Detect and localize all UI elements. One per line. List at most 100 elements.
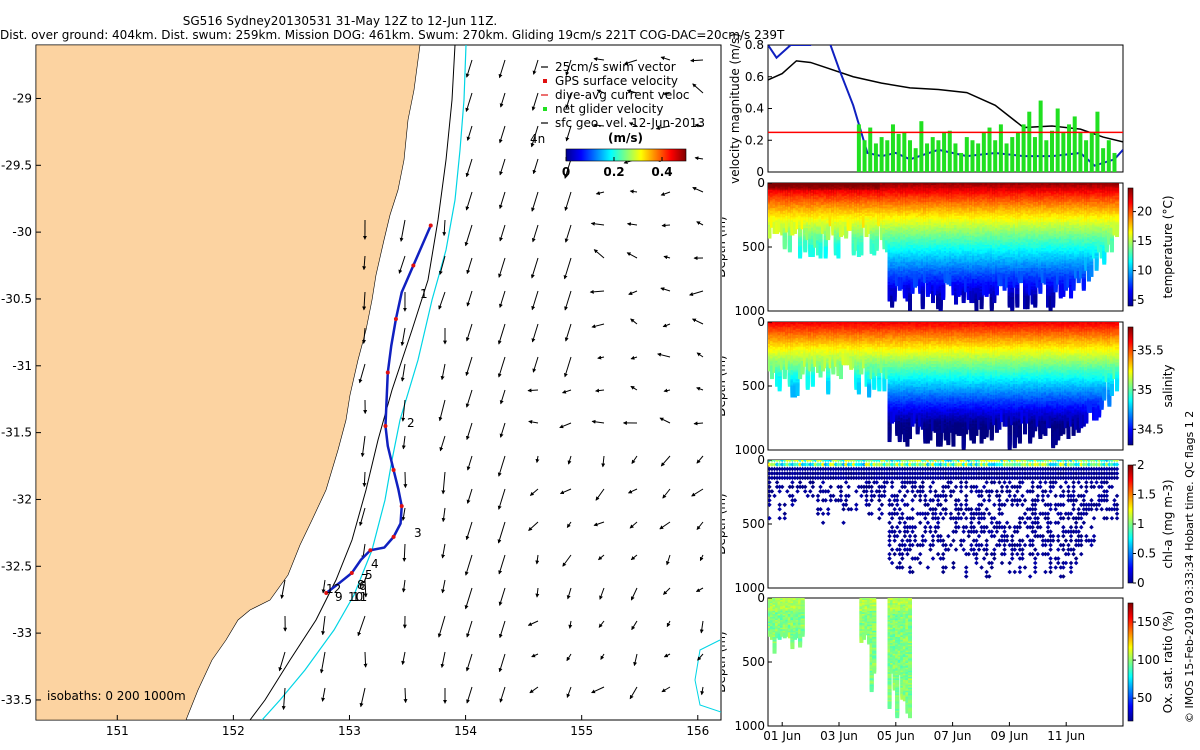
surface-velocity-vector [626,252,638,259]
surface-velocity-vector [564,290,572,311]
section-ylabel: Depth (m) [722,355,728,416]
north-label: 4n [530,132,545,146]
surface-velocity-vector [660,56,671,61]
net-glider-velocity-bar [1032,137,1037,172]
surface-velocity-vector [398,255,406,274]
imos-footer-note: © IMOS 15-Feb-2019 03:33:34 Hobart time.… [1183,410,1196,723]
colorbar-tick-label: 50 [1137,691,1152,705]
surface-velocity-vector [497,488,506,510]
surface-velocity-vector [499,686,506,703]
surface-velocity-vector [692,83,704,94]
section-ytick-label: 1000 [734,581,765,595]
surface-velocity-vector [400,327,406,347]
surface-velocity-vector [566,653,572,662]
net-glider-velocity-bar [1004,143,1009,172]
gps-surface-velocity-markers [324,223,433,596]
section-ytick-label: 500 [742,379,765,393]
surface-velocity-vector [531,653,539,658]
net-glider-velocity-bar [1089,132,1094,172]
surface-velocity-vector [598,554,605,561]
surface-velocity-vector [531,92,539,111]
map-ytick-label: -31 [12,359,32,373]
colorbar-tick-label: 35 [1137,383,1152,397]
net-glider-velocity-bar [1027,111,1032,172]
legend-entry: dive-avg current veloc [555,88,690,102]
section-colorbar [1127,464,1134,584]
surface-velocity-vector [499,158,506,176]
section-colorbar [1127,326,1134,446]
section-colorbar-label: Ox. sat. ratio (%) [1161,611,1175,713]
surface-velocity-vector [660,287,671,292]
surface-velocity-vector [359,507,366,527]
gps-velocity-marker [349,570,354,575]
track-day-label: 8 [357,578,365,592]
surface-velocity-vector [399,219,406,242]
gps-velocity-marker [385,370,390,375]
gps-velocity-marker [391,534,396,539]
surface-velocity-vector [564,224,572,243]
surface-velocity-vector [466,488,473,504]
date-tick-label: 07 Jun [934,729,972,743]
net-glider-velocity-bar [987,127,992,172]
surface-velocity-vector [696,521,704,530]
net-glider-velocity-bar [885,140,890,172]
surface-velocity-vector [498,587,506,606]
section-colorbar-label: salinity [1161,364,1175,407]
map-xtick-label: 154 [454,724,477,738]
map-ytick-label: -32 [12,492,32,506]
surface-velocity-vector [498,59,506,79]
surface-velocity-vector [691,488,704,497]
legend-swatch [543,107,547,111]
date-tick-label: 09 Jun [990,729,1028,743]
surface-velocity-vector [466,455,473,471]
gps-velocity-marker [391,468,396,473]
surface-velocity-vector [527,388,539,393]
surface-velocity-vector [363,651,368,668]
gps-velocity-marker [393,317,398,322]
surface-velocity-vector [498,191,506,210]
surface-velocity-vector [592,123,605,128]
surface-velocity-vector [626,222,638,227]
surface-velocity-vector [589,289,605,294]
net-glider-velocity-bar [1072,116,1077,172]
net-glider-velocity-bar [959,152,964,172]
surface-velocity-vector [362,291,367,311]
section-ytick-label: 500 [742,517,765,531]
surface-velocity-vector [498,125,506,144]
net-glider-velocity-bar [856,124,861,172]
section-ytick-label: 1000 [734,719,765,733]
map-ytick-label: -30 [12,225,32,239]
gps-velocity-marker [383,423,388,428]
net-glider-velocity-bar [1067,124,1072,172]
net-glider-velocity-bar [902,132,907,172]
surface-velocity-vector [530,125,539,148]
colorbar-tick-label: 5 [1137,293,1145,307]
net-glider-velocity-bar [1021,124,1026,172]
legend-entry: net glider velocity [555,102,663,116]
surface-velocity-vector [696,386,704,391]
surface-velocity-vector [498,653,506,673]
surface-velocity-vector [690,58,704,63]
section-ytick-label: 1000 [734,443,765,457]
surface-velocity-vector [562,554,572,567]
surface-velocity-vector [559,488,572,495]
net-glider-velocity-bar [919,121,924,172]
surface-velocity-vector [498,620,506,639]
surface-velocity-vector [662,323,671,328]
section-ytick-label: 0 [757,176,765,190]
net-glider-velocity-bar [993,140,998,172]
surface-velocity-vector [659,417,671,424]
track-day-label: 12 [326,582,341,596]
surface-velocity-vector [630,355,638,360]
surface-velocity-vector [438,255,446,276]
surface-velocity-vector [631,455,638,465]
velocity-ytick-label: 0.6 [745,70,764,84]
net-glider-velocity-bar [1044,140,1049,172]
surface-velocity-vector [657,352,671,358]
surface-velocity-vector [532,59,539,75]
surface-velocity-vector [661,686,671,693]
surface-velocity-vector [600,653,605,660]
